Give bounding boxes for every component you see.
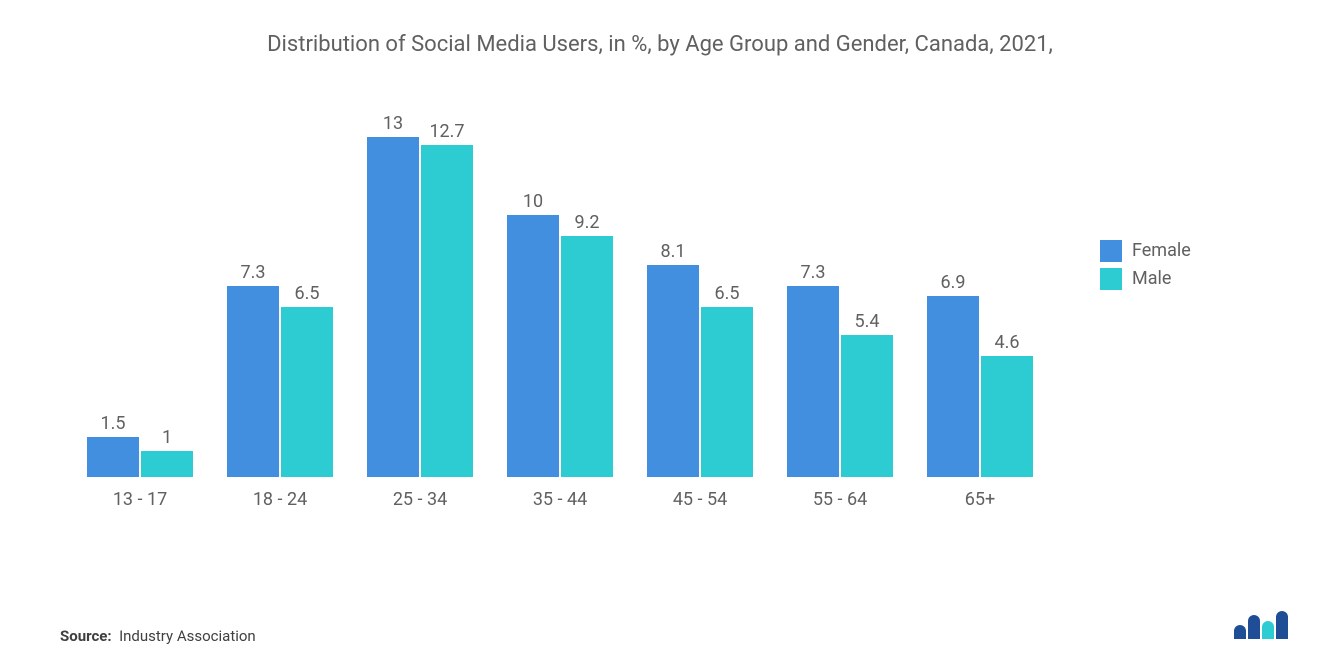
bar-female: 13 bbox=[367, 137, 419, 477]
logo-icon bbox=[1234, 609, 1290, 641]
brand-logo bbox=[1234, 609, 1290, 645]
bar-group: 1.5113 - 17 bbox=[70, 137, 210, 510]
bar-group: 109.235 - 44 bbox=[490, 137, 630, 510]
bar-value-label: 6.5 bbox=[715, 283, 740, 304]
chart-title: Distribution of Social Media Users, in %… bbox=[210, 30, 1110, 60]
bar-male: 1 bbox=[141, 451, 193, 477]
bar-value-label: 7.3 bbox=[241, 262, 266, 283]
bar-value-label: 1 bbox=[162, 427, 172, 448]
bar-male: 12.7 bbox=[421, 145, 473, 477]
category-label: 18 - 24 bbox=[253, 489, 307, 510]
bar-group: 1312.7 25 - 34 bbox=[350, 137, 490, 510]
bar-female: 10 bbox=[507, 215, 559, 477]
bar-value-label: 5.4 bbox=[855, 311, 880, 332]
plot-area: 1.5113 - 177.36.518 - 241312.725 - 34109… bbox=[60, 90, 1060, 510]
bar-male: 6.5 bbox=[281, 307, 333, 477]
bar-female: 7.3 bbox=[227, 286, 279, 477]
legend-label-female: Female bbox=[1132, 240, 1191, 261]
bar-group: 7.35.455 - 64 bbox=[770, 137, 910, 510]
legend-label-male: Male bbox=[1132, 268, 1171, 289]
source-prefix: Source: bbox=[60, 627, 112, 645]
bar-female: 8.1 bbox=[647, 265, 699, 477]
plot-wrap: 1.5113 - 177.36.518 - 241312.725 - 34109… bbox=[60, 90, 1260, 510]
bar-male: 4.6 bbox=[981, 356, 1033, 476]
source-attribution: Source: Industry Association bbox=[60, 627, 256, 645]
bar-value-label: 1.5 bbox=[101, 413, 126, 434]
bar-pair: 1312.7 bbox=[367, 137, 473, 477]
category-label: 13 - 17 bbox=[113, 489, 167, 510]
bar-value-label: 13 bbox=[383, 113, 403, 134]
bar-value-label: 8.1 bbox=[661, 241, 686, 262]
bar-male: 5.4 bbox=[841, 335, 893, 476]
bar-female: 6.9 bbox=[927, 296, 979, 476]
bar-pair: 6.94.6 bbox=[927, 137, 1033, 477]
category-label: 35 - 44 bbox=[533, 489, 587, 510]
category-label: 55 - 64 bbox=[813, 489, 867, 510]
bar-value-label: 9.2 bbox=[575, 212, 600, 233]
bar-pair: 1.51 bbox=[87, 137, 193, 477]
bar-value-label: 12.7 bbox=[429, 121, 464, 142]
bar-pair: 7.36.5 bbox=[227, 137, 333, 477]
bar-value-label: 10 bbox=[523, 191, 543, 212]
bar-pair: 109.2 bbox=[507, 137, 613, 477]
bar-male: 6.5 bbox=[701, 307, 753, 477]
legend-item-male: Male bbox=[1100, 268, 1191, 290]
source-text: Industry Association bbox=[119, 627, 256, 645]
legend-swatch-male bbox=[1100, 268, 1122, 290]
bar-pair: 7.35.4 bbox=[787, 137, 893, 477]
bar-female: 7.3 bbox=[787, 286, 839, 477]
category-label: 25 - 34 bbox=[393, 489, 447, 510]
legend-item-female: Female bbox=[1100, 240, 1191, 262]
legend-swatch-female bbox=[1100, 240, 1122, 262]
bar-group: 6.94.665+ bbox=[910, 137, 1050, 510]
bar-value-label: 4.6 bbox=[995, 332, 1020, 353]
bar-female: 1.5 bbox=[87, 437, 139, 476]
bar-value-label: 6.9 bbox=[941, 272, 966, 293]
bar-male: 9.2 bbox=[561, 236, 613, 477]
bar-group: 7.36.518 - 24 bbox=[210, 137, 350, 510]
category-label: 45 - 54 bbox=[673, 489, 727, 510]
legend: Female Male bbox=[1100, 240, 1191, 296]
bar-value-label: 7.3 bbox=[801, 262, 826, 283]
bar-group: 8.16.545 - 54 bbox=[630, 137, 770, 510]
category-label: 65+ bbox=[965, 489, 995, 510]
bar-value-label: 6.5 bbox=[295, 283, 320, 304]
bar-pair: 8.16.5 bbox=[647, 137, 753, 477]
chart-container: Distribution of Social Media Users, in %… bbox=[60, 30, 1260, 630]
